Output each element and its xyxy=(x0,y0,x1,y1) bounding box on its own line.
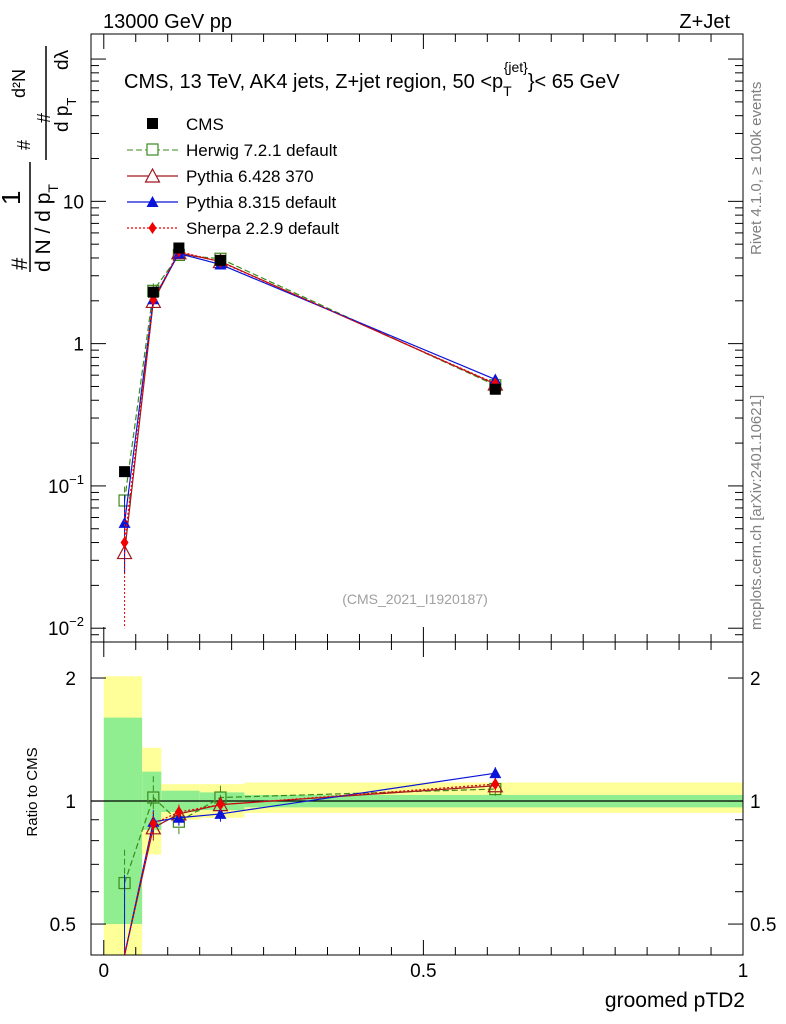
energy-label: 13000 GeV pp xyxy=(103,11,232,33)
main-cms-marker xyxy=(173,242,185,254)
legend-entry-sherpa: Sherpa 2.2.9 default xyxy=(127,219,339,238)
rivet-version-label: Rivet 4.1.0, ≥ 100k events xyxy=(748,82,765,255)
y-label-hash-1: # xyxy=(7,257,32,270)
legend-marker-herwig xyxy=(146,143,159,156)
x-tick-label: 0.5 xyxy=(410,961,436,982)
ratio-series-sherpa xyxy=(123,778,500,956)
main-y-tick-label-base: 10 xyxy=(48,619,69,640)
ratio-sherpa-marker xyxy=(491,778,500,791)
x-tick-label: 0 xyxy=(98,961,109,982)
main-plot-layer xyxy=(116,242,504,629)
main-line-herwig xyxy=(123,254,496,501)
main-y-tick-label-exp: −1 xyxy=(69,472,84,487)
x-axis-label: groomed pTD2 xyxy=(605,989,745,1012)
ratio-sherpa-marker xyxy=(216,798,225,811)
legend-entry-herwig: Herwig 7.2.1 default xyxy=(127,141,337,160)
x-tick-label: 1 xyxy=(738,961,749,982)
ratio-plot-layer xyxy=(118,767,504,956)
y-label-one: 1 xyxy=(0,191,26,205)
main-y-tick-label-base: 10 xyxy=(48,477,69,498)
main-y-tick-label-2: 1 xyxy=(73,335,84,356)
main-line-pythia8 xyxy=(123,252,496,523)
ratio-herwig-marker xyxy=(147,791,160,804)
ratio-y-tick-label-right: 0.5 xyxy=(750,915,776,936)
main-y-tick-label-base: 10 xyxy=(63,192,84,213)
ratio-band-inner xyxy=(103,717,143,925)
ratio-line-herwig xyxy=(123,788,496,884)
legend-label-pythia8: Pythia 8.315 default xyxy=(186,193,337,212)
mcplots-label: mcplots.cern.ch [arXiv:2401.10621] xyxy=(748,395,765,630)
ratio-y-tick-label-left: 0.5 xyxy=(50,915,76,936)
ratio-pythia8-marker xyxy=(214,807,227,819)
ratio-y-tick-label-right: 1 xyxy=(750,792,761,813)
main-y-tick-label-base: 1 xyxy=(73,335,84,356)
ratio-axis-ticks: 0.5 0.5 1 1 2 2 0 0.5 1 xyxy=(50,642,776,982)
ratio-panel: 0.5 0.5 1 1 2 2 0 0.5 1 Ratio to CMS groomed pTD… xyxy=(24,641,776,1012)
ratio-y-tick-label-left: 1 xyxy=(65,792,76,813)
ratio-line-sherpa xyxy=(123,783,496,956)
main-series-cms xyxy=(119,242,501,478)
legend-entry-pythia8: Pythia 8.315 default xyxy=(127,193,337,212)
main-series-pythia6 xyxy=(116,244,504,575)
main-cms-marker xyxy=(147,286,159,298)
plot-title: CMS, 13 TeV, AK4 jets, Z+jet region, 50 … xyxy=(124,59,620,99)
legend-label-cms: CMS xyxy=(186,115,224,134)
main-pythia8-marker xyxy=(118,516,131,528)
legend-marker-pythia6 xyxy=(144,167,161,183)
legend-marker-pythia8 xyxy=(146,196,159,207)
main-line-pythia6 xyxy=(123,252,496,553)
ratio-sherpa-marker xyxy=(149,817,158,830)
main-series-sherpa xyxy=(120,245,500,629)
main-line-sherpa xyxy=(123,250,496,543)
ratio-y-tick-label-left: 2 xyxy=(65,669,76,690)
y-label-dn: d N / d pT xyxy=(32,184,61,272)
main-sherpa-marker xyxy=(120,536,129,549)
main-cms-marker xyxy=(119,466,131,478)
y-label-dlambda: dλ xyxy=(52,49,73,70)
y-label-hash-3: # xyxy=(34,113,54,123)
main-series-pythia8 xyxy=(118,247,502,575)
ratio-sherpa-marker xyxy=(174,806,183,819)
y-label-dp: d pT xyxy=(52,98,79,132)
main-y-tick-label-1: 10−1 xyxy=(48,472,84,498)
legend-marker-cms xyxy=(147,118,158,129)
main-y-tick-label-0: 10−2 xyxy=(48,614,84,640)
legend-entry-cms: CMS xyxy=(147,115,224,134)
main-cms-marker xyxy=(214,254,226,266)
ratio-y-label: Ratio to CMS xyxy=(24,747,41,836)
process-label: Z+Jet xyxy=(679,11,730,33)
legend-marker-sherpa xyxy=(148,222,157,234)
legend-label-herwig: Herwig 7.2.1 default xyxy=(186,141,337,160)
legend: CMS Herwig 7.2.1 default Pythia 6.428 37… xyxy=(127,115,339,238)
main-cms-marker xyxy=(489,383,501,395)
main-series-herwig xyxy=(118,248,502,519)
y-axis-label: # 1 d N / d pT # d²N # d pT dλ xyxy=(0,46,79,272)
main-y-tick-label-exp: −2 xyxy=(69,614,84,629)
y-label-hash-2: # xyxy=(14,140,34,150)
legend-entry-pythia6: Pythia 6.428 370 xyxy=(127,167,314,186)
ratio-pythia6-marker xyxy=(487,777,504,793)
ratio-frame xyxy=(90,641,744,956)
y-label-d2n: d²N xyxy=(9,69,29,98)
ratio-y-tick-label-right: 2 xyxy=(750,669,761,690)
legend-label-pythia6: Pythia 6.428 370 xyxy=(186,167,314,186)
main-y-tick-label-3: 10 xyxy=(63,192,84,213)
analysis-watermark: (CMS_2021_I1920187) xyxy=(342,591,488,607)
ratio-pythia8-marker xyxy=(489,767,502,779)
legend-label-sherpa: Sherpa 2.2.9 default xyxy=(186,219,339,238)
